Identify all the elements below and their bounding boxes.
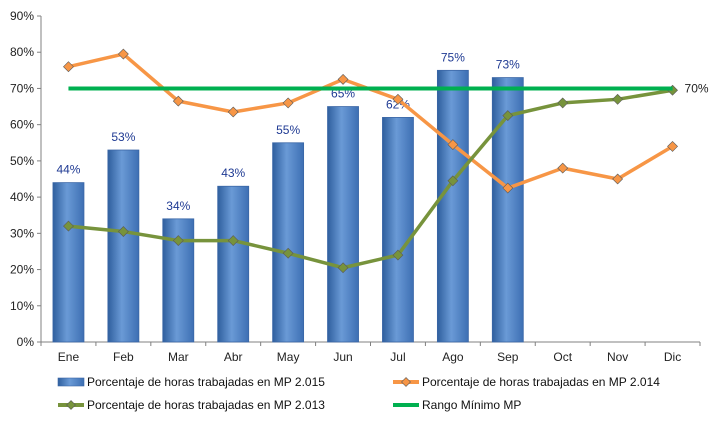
y-tick-label: 70% [10,81,34,95]
bar [491,77,524,343]
y-tick-label: 20% [10,263,34,277]
y-tick-label: 50% [10,154,34,168]
y-tick-label: 90% [10,9,34,23]
y-tick-label: 30% [10,226,34,240]
x-tick-label: Feb [113,350,134,364]
bar [107,149,140,343]
line-point [392,93,404,105]
legend-label: Porcentaje de horas trabajadas en MP 2.0… [87,398,325,412]
line-point [667,140,678,152]
line-point [117,48,129,60]
line-point [117,226,129,237]
x-tick-label: Jul [390,350,405,364]
line-point [447,175,459,187]
series-line [68,88,673,270]
line-point [172,95,184,107]
y-tick-label: 0% [17,335,35,349]
bar-data-label: 55% [276,123,300,137]
bar [327,106,359,343]
bar [436,69,469,343]
legend-label: Porcentaje de horas trabajadas en MP 2.0… [422,375,660,389]
x-tick-label: Sep [497,350,519,364]
legend-label: Porcentaje de horas trabajadas en MP 2.0… [87,375,325,389]
x-tick-label: Nov [607,350,628,364]
bar-data-label: 43% [221,166,245,180]
bar-data-label: 53% [111,130,135,144]
x-tick-label: Mar [168,350,189,364]
line-point [63,61,74,73]
x-tick-label: Dic [664,350,681,364]
y-tick-label: 60% [10,118,34,132]
line-end-label: 70% [685,81,709,95]
legend-marker [66,400,76,410]
bar-data-label: 75% [441,50,465,64]
bar [382,117,414,343]
line-point [392,249,404,261]
bar-data-label: 44% [56,163,80,177]
line-point [502,110,514,122]
line-point [337,262,349,274]
line-point [282,247,294,259]
line-point [612,173,624,185]
x-tick-label: Oct [553,350,572,364]
x-tick-label: May [277,350,300,364]
line-point [282,97,294,109]
series-line [68,52,674,190]
line-point [63,220,74,232]
line-point [227,106,239,118]
y-tick-label: 10% [10,299,34,313]
line-point [227,235,239,247]
y-tick-label: 80% [10,45,34,59]
line-point [337,73,349,85]
x-tick-label: Ago [442,350,464,364]
legend-marker [401,377,411,387]
line-point [557,162,569,174]
x-tick-label: Abr [224,350,243,364]
bar [217,185,250,343]
legend-swatch [57,377,85,387]
x-tick-label: Ene [58,350,80,364]
legend-label: Rango Mínimo MP [422,398,521,412]
line-point [502,182,514,194]
bar [272,142,305,343]
bar-data-label: 34% [166,199,190,213]
bar [52,182,85,343]
y-tick-label: 40% [10,190,34,204]
line-point [447,139,459,151]
line-point [172,235,184,247]
line-point [557,97,569,109]
line-point [612,93,624,105]
x-tick-label: Jun [333,350,352,364]
bar-data-label: 73% [496,58,520,72]
